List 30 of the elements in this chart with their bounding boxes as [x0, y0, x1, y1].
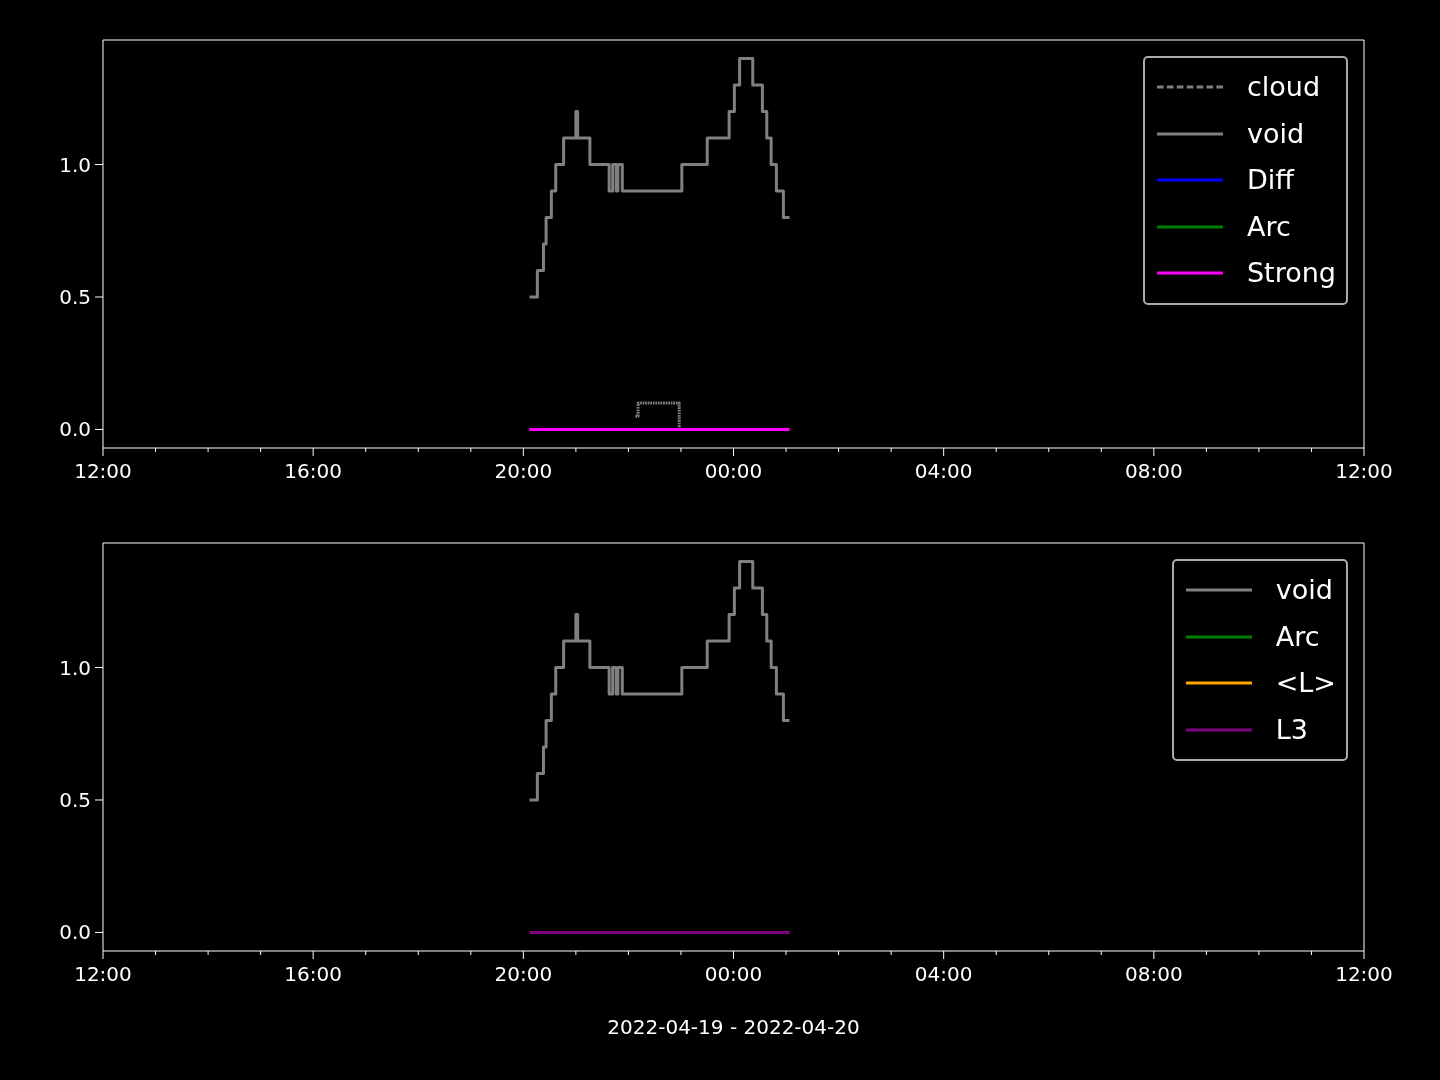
y-tick-label: 1.0: [59, 655, 91, 680]
x-axis-title: 2022-04-19 - 2022-04-20: [606, 1015, 861, 1039]
legend-label: L3: [1275, 712, 1308, 747]
legend-label: Diff: [1246, 163, 1294, 197]
x-tick-label: 08:00: [1125, 459, 1183, 483]
x-tick-label: 20:00: [494, 962, 553, 986]
legend-label: cloud: [1246, 70, 1321, 104]
x-tick-label: 16:00: [284, 459, 342, 483]
legend-label: void: [1275, 573, 1333, 607]
y-tick-label: 0.0: [59, 417, 91, 442]
legend-label: void: [1246, 116, 1305, 151]
x-tick-label: 00:00: [704, 459, 763, 483]
y-tick-label: 0.0: [59, 920, 91, 945]
legend-label: Arc: [1246, 209, 1291, 244]
x-tick-label: 20:00: [494, 459, 553, 483]
legend-label: Arc: [1275, 619, 1320, 654]
y-tick-label: 0.5: [59, 787, 91, 812]
x-tick-label: 16:00: [284, 962, 342, 986]
x-tick-label: 08:00: [1125, 962, 1183, 986]
x-tick-label: 00:00: [704, 962, 763, 986]
x-tick-label: 12:00: [74, 962, 132, 986]
x-tick-label: 04:00: [914, 962, 973, 986]
x-tick-label: 12:00: [74, 459, 132, 483]
y-tick-label: 0.5: [59, 284, 91, 309]
y-tick-label: 1.0: [59, 152, 91, 177]
x-tick-label: 04:00: [914, 459, 973, 483]
legend-label: Strong: [1246, 256, 1336, 290]
x-tick-label: 12:00: [1335, 459, 1393, 483]
x-tick-label: 12:00: [1335, 962, 1393, 986]
legend-label: <L>: [1275, 666, 1336, 700]
